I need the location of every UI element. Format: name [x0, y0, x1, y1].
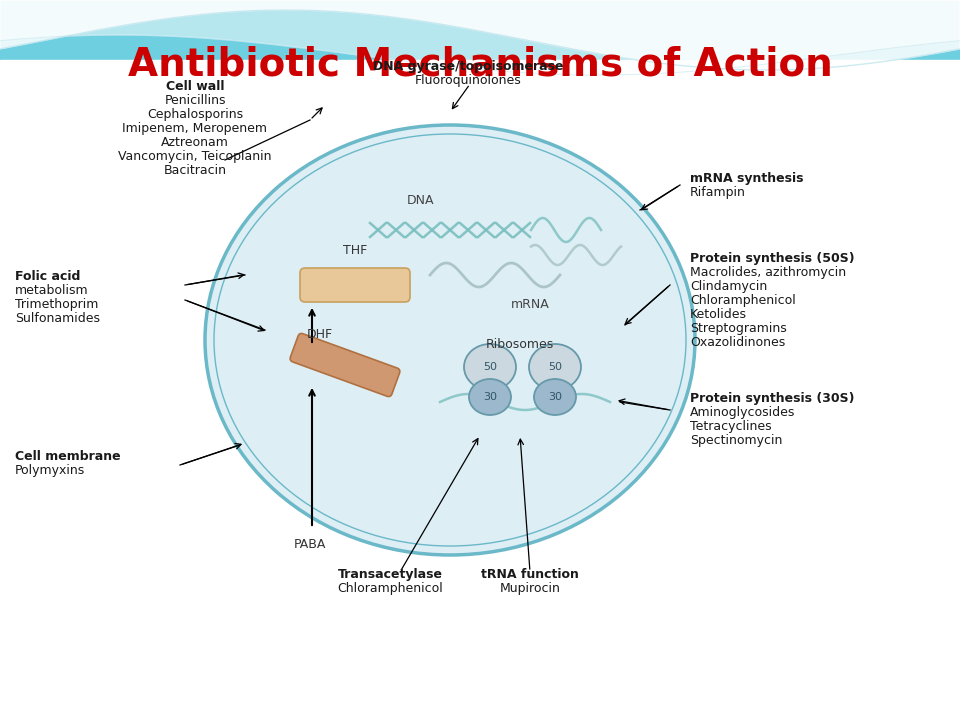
Text: Tetracyclines: Tetracyclines [690, 420, 772, 433]
Text: Clindamycin: Clindamycin [690, 280, 767, 293]
Ellipse shape [534, 379, 576, 415]
Text: Penicillins: Penicillins [164, 94, 226, 107]
Text: 30: 30 [483, 392, 497, 402]
Text: Ribosomes: Ribosomes [486, 338, 554, 351]
Text: Cell wall: Cell wall [166, 80, 225, 93]
Text: THF: THF [343, 243, 367, 256]
Text: Mupirocin: Mupirocin [499, 582, 561, 595]
Text: Chloramphenicol: Chloramphenicol [690, 294, 796, 307]
Text: Rifampin: Rifampin [690, 186, 746, 199]
Text: metabolism: metabolism [15, 284, 88, 297]
Text: Cell membrane: Cell membrane [15, 450, 121, 463]
Text: 30: 30 [548, 392, 562, 402]
Text: Fluoroquinolones: Fluoroquinolones [415, 74, 521, 87]
Ellipse shape [205, 125, 695, 555]
Text: mRNA: mRNA [511, 299, 549, 312]
Text: 50: 50 [483, 362, 497, 372]
Text: tRNA function: tRNA function [481, 568, 579, 581]
Text: Bacitracin: Bacitracin [163, 164, 227, 177]
Text: Spectinomycin: Spectinomycin [690, 434, 782, 447]
Text: Antibiotic Mechanisms of Action: Antibiotic Mechanisms of Action [128, 46, 832, 84]
Text: DHF: DHF [307, 328, 333, 341]
Text: DNA: DNA [406, 194, 434, 207]
Text: Folic acid: Folic acid [15, 270, 81, 283]
Ellipse shape [529, 344, 581, 390]
Text: Imipenem, Meropenem: Imipenem, Meropenem [123, 122, 268, 135]
Text: Protein synthesis (50S): Protein synthesis (50S) [690, 252, 854, 265]
Text: Sulfonamides: Sulfonamides [15, 312, 100, 325]
Text: Polymyxins: Polymyxins [15, 464, 85, 477]
FancyBboxPatch shape [290, 333, 400, 397]
Text: 50: 50 [548, 362, 562, 372]
Text: Oxazolidinones: Oxazolidinones [690, 336, 785, 349]
Text: Aztreonam: Aztreonam [161, 136, 228, 149]
Text: PABA: PABA [294, 539, 326, 552]
Ellipse shape [464, 344, 516, 390]
Text: Macrolides, azithromycin: Macrolides, azithromycin [690, 266, 846, 279]
Text: Streptogramins: Streptogramins [690, 322, 787, 335]
Text: mRNA synthesis: mRNA synthesis [690, 172, 804, 185]
Text: Cephalosporins: Cephalosporins [147, 108, 243, 121]
Text: Protein synthesis (30S): Protein synthesis (30S) [690, 392, 854, 405]
Text: DNA gyrase/topoisomerase: DNA gyrase/topoisomerase [372, 60, 564, 73]
FancyBboxPatch shape [300, 268, 410, 302]
Text: Trimethoprim: Trimethoprim [15, 298, 98, 311]
Text: Aminoglycosides: Aminoglycosides [690, 406, 796, 419]
Text: Transacetylase: Transacetylase [338, 568, 443, 581]
Bar [0, 100, 960, 720]
Text: Vancomycin, Teicoplanin: Vancomycin, Teicoplanin [118, 150, 272, 163]
Text: Ketolides: Ketolides [690, 308, 747, 321]
Ellipse shape [469, 379, 511, 415]
Bar [0, 0, 960, 100]
Text: Chloramphenicol: Chloramphenicol [337, 582, 443, 595]
